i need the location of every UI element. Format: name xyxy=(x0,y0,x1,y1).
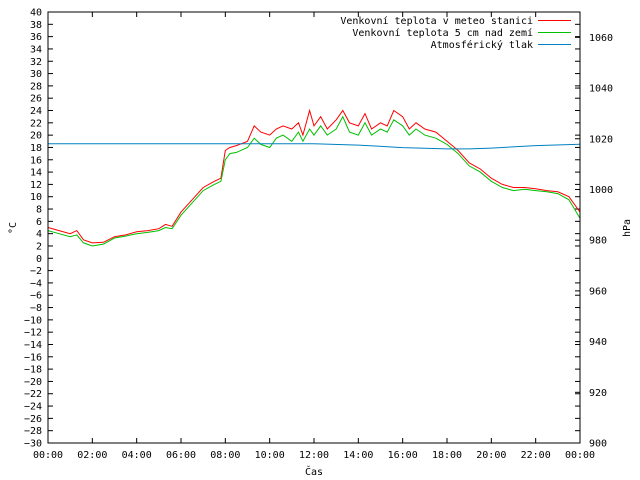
y-tick-label: −6 xyxy=(30,291,42,302)
y-tick-label: −8 xyxy=(30,303,42,314)
x-tick-label: 12:00 xyxy=(299,450,329,461)
y2-tick-label: 1060 xyxy=(589,33,613,44)
x-tick-label: 04:00 xyxy=(122,450,152,461)
y-tick-label: 6 xyxy=(36,217,42,228)
series-lines xyxy=(47,108,581,247)
x-tick-label: 08:00 xyxy=(210,450,240,461)
y-tick-label: −14 xyxy=(24,340,42,351)
y-tick-label: 36 xyxy=(30,32,42,43)
y-tick-label: −30 xyxy=(24,439,42,450)
y-tick-label: 24 xyxy=(30,106,42,117)
y2-tick-label: 980 xyxy=(589,236,607,247)
y-tick-label: 20 xyxy=(30,131,42,142)
x-tick-label: 10:00 xyxy=(255,450,285,461)
y-tick-label: 14 xyxy=(30,168,42,179)
y-tick-label: 38 xyxy=(30,20,42,31)
y-tick-label: 40 xyxy=(30,8,42,19)
y-tick-label: 18 xyxy=(30,143,42,154)
x-axis-label: Čas xyxy=(305,465,323,478)
x-tick-label: 02:00 xyxy=(77,450,107,461)
y2-axis-label: hPa xyxy=(622,219,633,237)
x-tick-label: 00:00 xyxy=(565,450,595,461)
y-tick-label: 10 xyxy=(30,192,42,203)
x-tick-labels: 00:00 02:00 04:00 06:00 08:00 10:00 12:00 14:00… xyxy=(33,450,595,461)
series-line-1 xyxy=(47,115,581,247)
y-tick-label: 26 xyxy=(30,94,42,105)
plot-frame xyxy=(47,11,581,444)
y2-tick-labels: 1060 1040 1020 1000 980 960 940 920 900 xyxy=(589,33,613,450)
legend: Venkovní teplota v meteo staniciVenkovní… xyxy=(340,15,571,51)
y-tick-label: −22 xyxy=(24,389,42,400)
y2-tick-label: 920 xyxy=(589,388,607,399)
y-tick-label: 8 xyxy=(36,205,42,216)
y-tick-label: −18 xyxy=(24,365,42,376)
series-line-0 xyxy=(47,108,581,244)
y-tick-label: −24 xyxy=(24,402,42,413)
y-tick-label: 4 xyxy=(36,229,42,240)
y2-tick-label: 1020 xyxy=(589,134,613,145)
y-tick-label: −20 xyxy=(24,377,42,388)
y2-tick-label: 1040 xyxy=(589,84,613,95)
y2-tick-label: 900 xyxy=(589,439,607,450)
y-tick-label: 34 xyxy=(30,44,42,55)
y-tick-label: 0 xyxy=(36,254,42,265)
x-tick-label: 00:00 xyxy=(33,450,63,461)
y-tick-label: 2 xyxy=(36,241,42,252)
x-tick-label: 14:00 xyxy=(343,450,373,461)
y-tick-label: −12 xyxy=(24,328,42,339)
y-tick-label: −10 xyxy=(24,315,42,326)
legend-label: Venkovní teplota 5 cm nad zemí xyxy=(352,27,533,39)
series-line-2 xyxy=(48,143,581,150)
y-tick-label: 28 xyxy=(30,81,42,92)
y-tick-label: 22 xyxy=(30,118,42,129)
y-tick-label: 32 xyxy=(30,57,42,68)
legend-label: Venkovní teplota v meteo stanici xyxy=(340,15,533,27)
x-tick-label: 16:00 xyxy=(388,450,418,461)
y-axis-label: °C xyxy=(8,222,19,234)
y-tick-label: 30 xyxy=(30,69,42,80)
y-tick-label: −16 xyxy=(24,352,42,363)
x-tick-label: 18:00 xyxy=(432,450,462,461)
x-tick-label: 20:00 xyxy=(476,450,506,461)
y-tick-label: 16 xyxy=(30,155,42,166)
axis-ticks xyxy=(47,11,581,444)
y-tick-label: −4 xyxy=(30,278,42,289)
y-tick-label: 12 xyxy=(30,180,42,191)
y2-tick-label: 1000 xyxy=(589,185,613,196)
y2-tick-label: 940 xyxy=(589,337,607,348)
y-tick-label: −26 xyxy=(24,414,42,425)
y-tick-label: −28 xyxy=(24,426,42,437)
y2-tick-label: 960 xyxy=(589,286,607,297)
x-tick-label: 06:00 xyxy=(166,450,196,461)
legend-label: Atmosférický tlak xyxy=(431,39,533,51)
x-tick-label: 22:00 xyxy=(521,450,551,461)
y-tick-label: −2 xyxy=(30,266,42,277)
y-tick-labels: 4038363432302826242220181614121086420−2−… xyxy=(24,8,42,450)
